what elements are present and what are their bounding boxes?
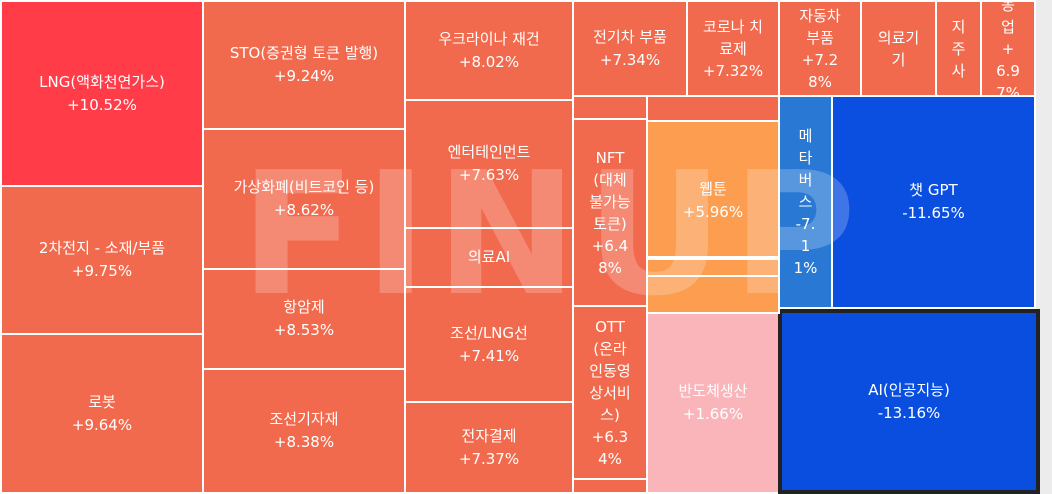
tile-value: +7.37% [458, 449, 520, 468]
tile-sto[interactable]: STO(증권형 토큰 발행) +9.24% [202, 0, 406, 130]
tile-unlabeled[interactable] [646, 256, 780, 260]
tile-label: 전자결제 [461, 426, 517, 445]
tile-label: 농업 [1001, 0, 1015, 36]
tile-label: NFT(대체불가능토큰) [589, 148, 631, 233]
tile-label: 엔터테인먼트 [447, 143, 531, 161]
tile-로봇[interactable]: 로봇 +9.64% [0, 333, 204, 494]
tile-unlabeled[interactable] [572, 95, 648, 120]
tile-value: +6.48% [591, 236, 629, 277]
tile-label: 자동차 부품 [799, 6, 841, 47]
tile-label: 2차전지 - 소재/부품 [38, 239, 166, 257]
tile-unlabeled[interactable] [646, 257, 780, 277]
tile-value: +7.28% [801, 50, 839, 91]
tile-코로나-치료제[interactable]: 코로나 치료제 +7.32% [686, 0, 780, 97]
tile-엔터테인먼트[interactable]: 엔터테인먼트 +7.63% [404, 99, 574, 229]
tile-농업[interactable]: 농업 +6.97% [980, 0, 1036, 97]
tile-label: 항암제 [283, 298, 325, 316]
tile-지주사[interactable]: 지주사 [935, 0, 982, 97]
tile-ott[interactable]: OTT(온라인동영상서비스) +6.34% [572, 305, 648, 480]
tile-value: -11.65% [902, 204, 965, 222]
tile-unlabeled[interactable] [572, 478, 648, 494]
tile-value: +8.38% [273, 433, 335, 451]
tile-label: OTT(온라인동영상서비스) [589, 317, 631, 424]
tile-label: 반도체생산 [678, 382, 748, 400]
tile-label: 우크라이나 재건 [438, 29, 540, 48]
tile-label: 조선/LNG선 [450, 323, 528, 342]
tile-value: +6.34% [591, 427, 629, 468]
tile-value: +9.64% [71, 415, 133, 434]
tile-value: +5.96% [682, 202, 744, 221]
tile-조선기자재[interactable]: 조선기자재 +8.38% [202, 368, 406, 494]
tile-value: +8.62% [273, 201, 335, 219]
tile-value: -13.16% [877, 403, 941, 422]
tile-label: 코로나 치료제 [703, 17, 763, 58]
tile-label: 조선기자재 [269, 410, 339, 428]
tile-value: +7.63% [458, 166, 520, 184]
tile-label: STO(증권형 토큰 발행) [229, 44, 379, 62]
tile-value: +7.41% [458, 346, 520, 365]
tile-value: +7.32% [702, 61, 764, 80]
tile-value: +9.24% [273, 67, 335, 85]
tile-value: +6.97% [996, 39, 1020, 97]
tile-우크라이나-재건[interactable]: 우크라이나 재건 +8.02% [404, 0, 574, 101]
tile-조선-lng선[interactable]: 조선/LNG선 +7.41% [404, 286, 574, 403]
tile-value: -7.11% [793, 215, 818, 277]
tile-unlabeled[interactable] [646, 95, 780, 122]
tile-label: 메타버스 [798, 127, 813, 211]
tile-value: +9.75% [71, 262, 133, 280]
tile-label: 가상화폐(비트코인 등) [233, 178, 375, 196]
tile-메타버스[interactable]: 메타버스 -7.11% [778, 95, 833, 309]
tile-의료ai[interactable]: 의료AI [404, 227, 574, 288]
tile-label: 웹툰 [699, 179, 727, 198]
tile-lng[interactable]: LNG(액화천연가스) +10.52% [0, 0, 204, 187]
tile-항암제[interactable]: 항암제 +8.53% [202, 268, 406, 370]
tile-label: AI(인공지능) [868, 380, 950, 399]
tile-챗-gpt[interactable]: 챗 GPT -11.65% [831, 95, 1036, 309]
tile-label: 챗 GPT [909, 181, 958, 199]
tile-ai[interactable]: AI(인공지능) -13.16% [778, 309, 1040, 494]
tile-2차전지-소재-부품[interactable]: 2차전지 - 소재/부품 +9.75% [0, 185, 204, 335]
tile-label: 의료AI [467, 248, 511, 266]
tile-unlabeled[interactable] [646, 275, 780, 314]
tile-웹툰[interactable]: 웹툰 +5.96% [646, 120, 780, 281]
tile-반도체생산[interactable]: 반도체생산 +1.66% [646, 312, 780, 494]
tile-전기차-부품[interactable]: 전기차 부품 +7.34% [572, 0, 688, 97]
tile-value: +1.66% [682, 405, 744, 423]
tile-가상화폐[interactable]: 가상화폐(비트코인 등) +8.62% [202, 128, 406, 270]
tile-의료기기[interactable]: 의료기기 [860, 0, 937, 97]
tile-value: +8.53% [273, 321, 335, 339]
tile-자동차-부품[interactable]: 자동차 부품 +7.28% [778, 0, 862, 97]
tile-label: 전기차 부품 [593, 27, 667, 46]
tile-value: +8.02% [458, 52, 520, 71]
tile-label: LNG(액화천연가스) [39, 72, 165, 91]
tile-전자결제[interactable]: 전자결제 +7.37% [404, 401, 574, 494]
tile-value: +7.34% [599, 50, 661, 69]
tile-nft[interactable]: NFT(대체불가능토큰) +6.48% [572, 118, 648, 307]
tile-label: 로봇 [88, 392, 116, 411]
tile-label: 의료기기 [877, 28, 920, 69]
tile-value: +10.52% [67, 95, 137, 114]
tile-label: 지주사 [951, 17, 966, 80]
